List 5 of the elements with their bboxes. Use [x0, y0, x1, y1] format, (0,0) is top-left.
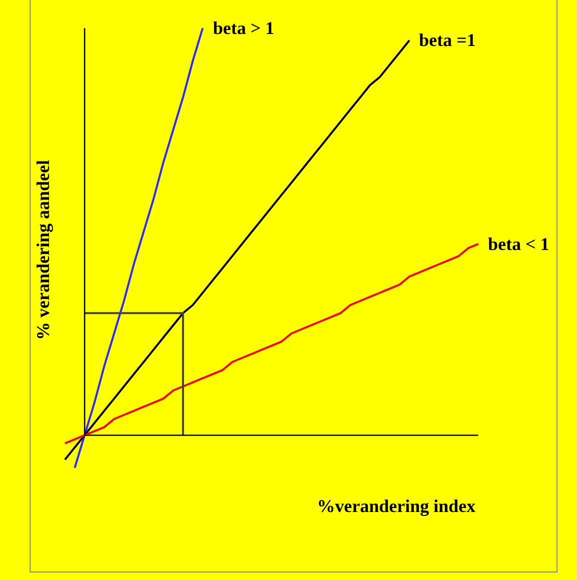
series-label: beta > 1 — [213, 18, 274, 38]
series-label: beta =1 — [419, 30, 476, 50]
x-axis-title: %verandering index — [317, 496, 476, 516]
series-label: beta < 1 — [488, 234, 550, 254]
y-axis-title: % verandering aandeel — [33, 160, 54, 340]
